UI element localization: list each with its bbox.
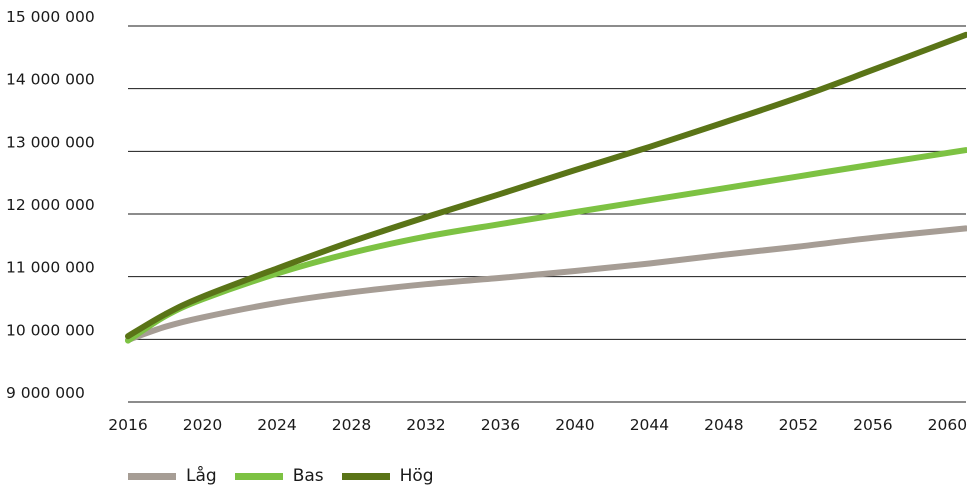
y-tick-label: 9 000 000 <box>6 384 85 402</box>
y-tick-label: 14 000 000 <box>6 71 95 89</box>
x-tick-label: 2040 <box>555 416 594 434</box>
legend-item-lag: Låg <box>128 466 217 486</box>
y-axis-tick-labels: 9 000 000 10 000 000 11 000 000 12 000 000 1… <box>6 8 95 402</box>
legend-swatch-hog <box>341 472 390 480</box>
x-tick-label: 2036 <box>481 416 520 434</box>
series-line-0 <box>125 225 967 343</box>
x-tick-label: 2032 <box>406 416 445 434</box>
x-tick-label: 2020 <box>183 416 222 434</box>
legend: Låg Bas Hög <box>128 466 452 486</box>
y-tick-label: 10 000 000 <box>6 321 95 339</box>
x-axis-tick-labels: 2016 2020 2024 2028 2032 2036 2040 2044 2048 2052… <box>108 416 967 434</box>
legend-label-bas: Bas <box>292 466 324 486</box>
x-tick-label: 2024 <box>257 416 296 434</box>
legend-swatch-bas <box>234 472 283 480</box>
y-tick-label: 13 000 000 <box>6 133 95 151</box>
x-tick-label: 2048 <box>704 416 743 434</box>
legend-swatch-lag <box>128 472 176 480</box>
x-tick-label: 2044 <box>630 416 669 434</box>
x-tick-label: 2052 <box>779 416 818 434</box>
x-tick-label: 2056 <box>853 416 892 434</box>
legend-label-hog: Hög <box>399 466 434 486</box>
x-tick-label: 2016 <box>108 416 147 434</box>
series-lines <box>125 31 967 344</box>
legend-item-hog: Hög <box>341 466 434 486</box>
y-tick-label: 11 000 000 <box>6 259 95 277</box>
y-tick-label: 15 000 000 <box>6 8 95 26</box>
series-line-2 <box>125 31 967 340</box>
legend-item-bas: Bas <box>234 466 324 486</box>
legend-label-lag: Låg <box>186 466 217 486</box>
y-tick-label: 12 000 000 <box>6 196 95 214</box>
x-tick-label: 2028 <box>332 416 371 434</box>
x-tick-label: 2060 <box>928 416 967 434</box>
